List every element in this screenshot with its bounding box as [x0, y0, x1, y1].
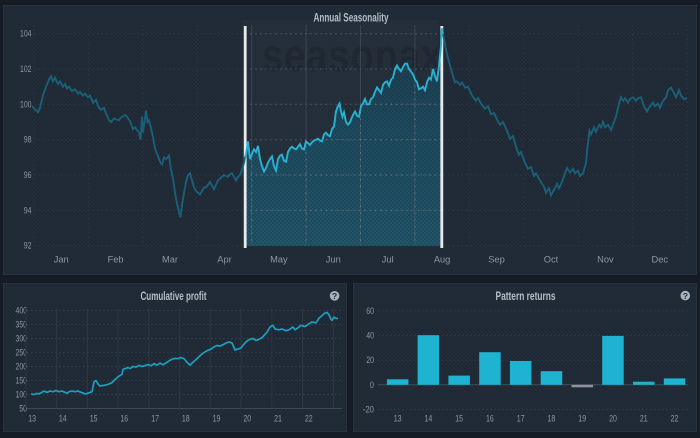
svg-text:?: ? — [332, 291, 337, 301]
svg-text:104: 104 — [20, 29, 32, 39]
svg-text:Oct: Oct — [544, 255, 559, 265]
svg-text:Cumulative profit: Cumulative profit — [141, 291, 207, 303]
svg-text:19: 19 — [213, 414, 221, 424]
svg-text:Sep: Sep — [488, 255, 505, 265]
svg-text:Mar: Mar — [162, 255, 178, 265]
svg-text:Jan: Jan — [54, 255, 69, 265]
svg-text:14: 14 — [425, 414, 433, 424]
svg-text:20: 20 — [243, 414, 251, 424]
svg-text:Nov: Nov — [597, 255, 614, 265]
svg-text:Feb: Feb — [108, 255, 124, 265]
svg-text:94: 94 — [24, 205, 32, 215]
svg-text:20: 20 — [366, 355, 374, 365]
svg-text:?: ? — [683, 291, 688, 301]
svg-text:98: 98 — [24, 135, 32, 145]
svg-text:Dec: Dec — [652, 255, 669, 265]
svg-text:18: 18 — [548, 414, 556, 424]
svg-text:Jun: Jun — [326, 255, 341, 265]
svg-text:200: 200 — [16, 362, 28, 372]
svg-text:18: 18 — [182, 414, 190, 424]
svg-text:-20: -20 — [363, 404, 374, 414]
svg-text:17: 17 — [517, 414, 525, 424]
svg-text:350: 350 — [16, 320, 28, 330]
svg-text:22: 22 — [671, 414, 679, 424]
svg-text:100: 100 — [20, 99, 32, 109]
svg-text:May: May — [270, 255, 288, 265]
svg-text:92: 92 — [24, 241, 32, 251]
svg-text:20: 20 — [609, 414, 617, 424]
svg-text:Annual Seasonality: Annual Seasonality — [314, 13, 389, 25]
svg-text:Apr: Apr — [217, 255, 231, 265]
svg-text:0: 0 — [370, 380, 374, 390]
svg-text:50: 50 — [19, 404, 27, 414]
svg-text:100: 100 — [16, 390, 28, 400]
svg-text:250: 250 — [16, 348, 28, 358]
svg-text:Pattern returns: Pattern returns — [496, 291, 556, 303]
svg-text:14: 14 — [59, 414, 67, 424]
svg-text:Jul: Jul — [382, 255, 394, 265]
svg-text:15: 15 — [90, 414, 98, 424]
svg-text:400: 400 — [16, 306, 28, 316]
svg-text:150: 150 — [16, 376, 28, 386]
svg-text:102: 102 — [20, 64, 32, 74]
svg-text:15: 15 — [455, 414, 463, 424]
svg-text:21: 21 — [640, 414, 648, 424]
svg-text:96: 96 — [24, 170, 32, 180]
svg-text:13: 13 — [28, 414, 36, 424]
svg-text:60: 60 — [366, 306, 374, 316]
svg-text:22: 22 — [305, 414, 313, 424]
svg-text:19: 19 — [578, 414, 586, 424]
svg-text:17: 17 — [151, 414, 159, 424]
svg-text:40: 40 — [366, 331, 374, 341]
svg-text:seasonax: seasonax — [262, 30, 443, 81]
svg-text:Aug: Aug — [434, 255, 451, 265]
svg-text:300: 300 — [16, 334, 28, 344]
svg-text:16: 16 — [120, 414, 128, 424]
svg-text:16: 16 — [486, 414, 494, 424]
svg-text:21: 21 — [274, 414, 282, 424]
svg-text:13: 13 — [394, 414, 402, 424]
